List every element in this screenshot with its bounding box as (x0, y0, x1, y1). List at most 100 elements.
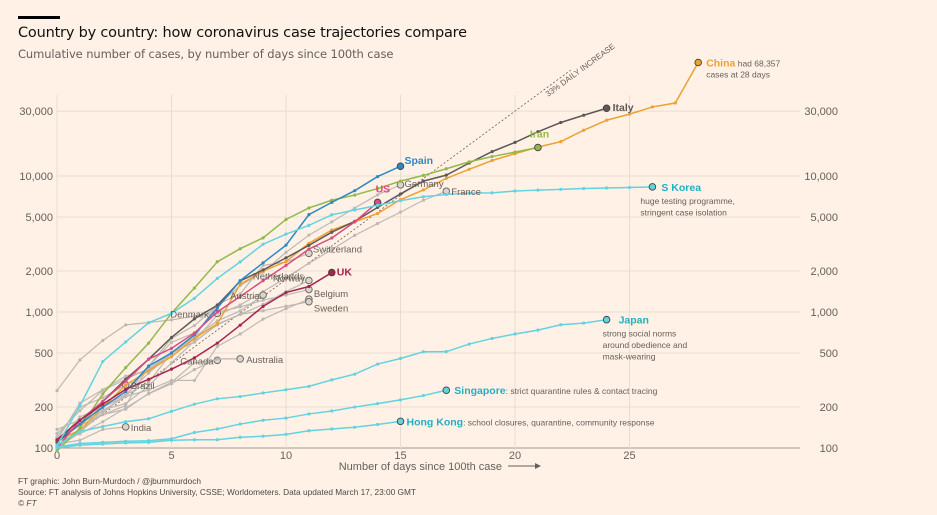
data-point (284, 217, 288, 222)
data-point (192, 378, 196, 383)
data-point (55, 427, 59, 432)
data-point (261, 263, 265, 268)
data-point (261, 434, 265, 438)
data-point (147, 384, 151, 388)
reference-line-label: 33% DAILY INCREASE (544, 42, 617, 99)
data-point (238, 422, 242, 426)
data-point (467, 191, 471, 195)
data-point (307, 284, 311, 289)
data-point (101, 392, 105, 396)
chart-title: Country by country: how coronavirus case… (18, 25, 467, 41)
data-point (261, 298, 265, 302)
data-point (353, 189, 357, 193)
chart-subtitle: Cumulative number of cases, by number of… (18, 47, 394, 61)
series-line (56, 389, 447, 448)
series-label-name: Austria (230, 291, 260, 302)
data-point (215, 322, 219, 326)
data-point (284, 263, 288, 268)
series-label-name: France (451, 187, 481, 198)
data-point (169, 335, 174, 340)
data-point (376, 362, 380, 366)
series-japan (55, 315, 611, 447)
data-point (192, 331, 196, 335)
data-point (284, 293, 288, 297)
series-s-korea (55, 183, 657, 448)
data-point (284, 307, 288, 311)
series-label-name: Brazil (131, 381, 155, 392)
data-point (55, 438, 59, 442)
data-point (559, 140, 563, 144)
data-point (215, 341, 219, 345)
data-point (284, 290, 288, 295)
data-point (559, 187, 563, 191)
data-point (376, 193, 380, 197)
data-point (330, 236, 334, 240)
data-point (330, 200, 334, 204)
series-label-name: Spain (405, 155, 434, 167)
data-point (307, 243, 311, 247)
series-label-name: Norway (273, 274, 305, 285)
data-point (605, 186, 609, 190)
series-label: China had 68,357 (706, 57, 780, 69)
series-note: stringent case isolation (640, 207, 727, 217)
series-label-name: Sweden (314, 304, 348, 315)
data-point (650, 105, 655, 109)
data-point (444, 192, 448, 197)
data-point (421, 393, 425, 398)
data-point (421, 350, 425, 354)
data-point (330, 427, 334, 431)
x-tick-label: 20 (509, 450, 521, 462)
series-label-name: Switzerland (313, 244, 362, 255)
data-point (192, 361, 196, 365)
data-point (192, 336, 196, 340)
footer-copyright: © FT (18, 498, 37, 508)
data-point (582, 321, 586, 325)
data-point (238, 260, 242, 264)
series-note: cases at 28 days (706, 69, 770, 79)
data-point (238, 435, 242, 439)
data-point (55, 389, 59, 393)
data-point (582, 186, 586, 191)
data-point (421, 188, 425, 192)
data-point (238, 394, 242, 399)
data-point (124, 387, 128, 391)
data-point (307, 206, 311, 210)
data-point (261, 309, 265, 313)
series-label: Belgium (314, 289, 348, 300)
data-point (238, 282, 242, 286)
data-point (444, 350, 448, 354)
data-point (330, 220, 334, 224)
series-label-name: China (706, 57, 735, 69)
data-point (307, 384, 311, 388)
series-label: Netherlands (253, 271, 304, 282)
series-line (56, 190, 447, 449)
series-label-name: Canada (180, 356, 214, 367)
data-point (78, 404, 82, 408)
data-point (582, 113, 586, 117)
y-tick-label: 10,000 (19, 171, 53, 183)
data-point (124, 340, 128, 344)
data-point (101, 413, 105, 417)
series-label: India (131, 423, 152, 434)
x-tick-label: 10 (280, 450, 292, 462)
x-tick-label: 0 (54, 450, 60, 462)
data-point (284, 259, 288, 264)
data-point (124, 420, 128, 424)
data-point (78, 358, 82, 362)
data-point (169, 438, 174, 442)
data-point (169, 361, 174, 365)
data-point (376, 211, 380, 216)
data-point (169, 382, 174, 386)
series-label: Switzerland (313, 244, 362, 255)
data-point (490, 191, 494, 195)
data-point (490, 154, 494, 159)
x-tick-label: 15 (394, 450, 406, 462)
data-point (192, 368, 196, 372)
data-point (192, 430, 196, 435)
data-point (284, 276, 288, 280)
data-point (147, 417, 151, 421)
data-point (147, 377, 151, 381)
series-label: Norway (273, 274, 305, 285)
data-point (215, 344, 219, 348)
series-label-name: Singapore (454, 385, 506, 397)
